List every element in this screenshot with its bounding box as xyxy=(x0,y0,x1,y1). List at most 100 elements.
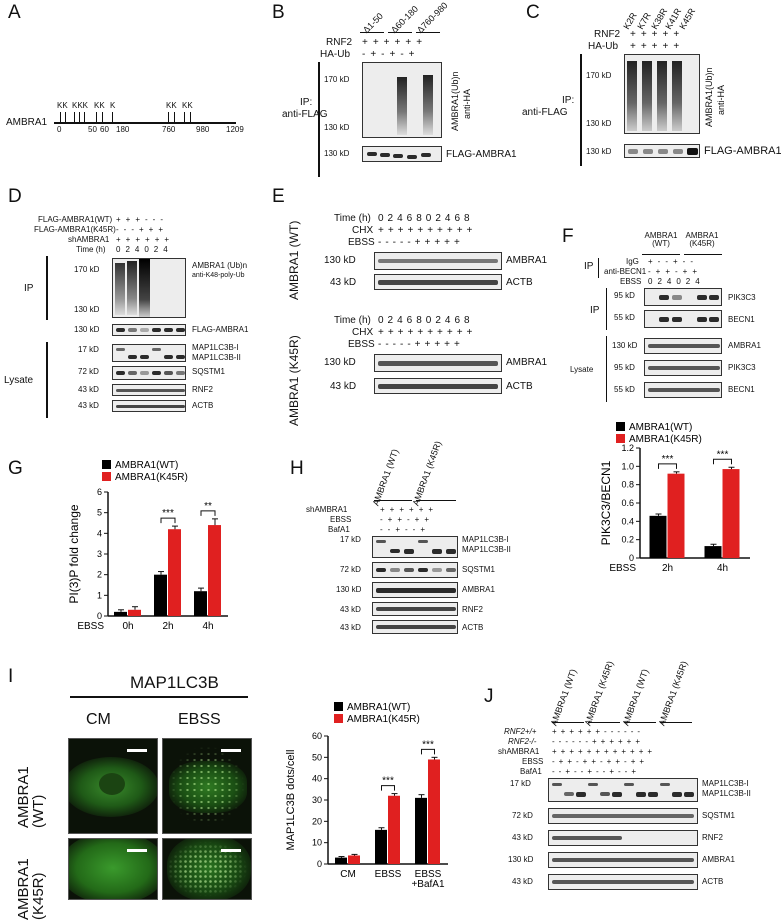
marker: 43 kD xyxy=(340,623,361,632)
panel-b-letter: B xyxy=(272,2,285,23)
bar xyxy=(649,515,667,558)
panel-e-letter: E xyxy=(272,186,285,207)
panel-i-letter: I xyxy=(8,666,14,687)
k-group: KK xyxy=(57,101,68,110)
sig-bracket xyxy=(658,463,677,469)
y-tick-label: 0.8 xyxy=(621,480,634,490)
panel-j: AMBRA1 (WT) AMBRA1 (K45R) AMBRA1 (WT) AM… xyxy=(470,660,781,903)
blot-label: SQSTM1 xyxy=(702,811,735,820)
x-prefix-label: EBSS xyxy=(77,621,104,632)
ambra1-k45r-blot xyxy=(374,354,502,372)
marker: 55 kD xyxy=(614,313,635,322)
actb-k45r-blot xyxy=(374,378,502,394)
row-label: CHX xyxy=(352,327,374,338)
bar xyxy=(348,855,360,864)
bar xyxy=(428,759,440,864)
row-signs: 0246802468 xyxy=(378,315,474,326)
bar xyxy=(704,546,722,558)
row-label: IgG xyxy=(626,257,639,266)
marker: 43 kD xyxy=(512,833,533,842)
actb-blot xyxy=(112,400,186,412)
panel-j-letter: J xyxy=(484,686,494,707)
ip-antibody: anti-FLAG xyxy=(522,107,568,118)
marker: 43 kD xyxy=(340,605,361,614)
sig-bracket xyxy=(421,748,435,755)
marker: 43 kD xyxy=(78,385,99,394)
x-tick-label: CM xyxy=(340,869,356,880)
blot-label: SQSTM1 xyxy=(192,367,225,376)
bar xyxy=(194,591,207,616)
blot-label: RNF2 xyxy=(192,385,213,394)
blot-label: MAP1LC3B-I xyxy=(702,779,749,788)
x-tick-label: 4h xyxy=(202,621,213,632)
y-axis-label: PI(3)P fold change xyxy=(67,504,81,604)
marker: 170 kD xyxy=(74,265,100,274)
y-tick-label: 60 xyxy=(312,731,322,741)
marker: 17 kD xyxy=(78,345,99,354)
x-tick-label: +BafA1 xyxy=(411,879,445,890)
x-prefix-label: EBSS xyxy=(609,563,636,574)
row-label: anti-BECN1 xyxy=(604,267,647,276)
blot-label: AMBRA1 xyxy=(728,341,761,350)
k-group: KK xyxy=(182,101,193,110)
sqstm1-blot xyxy=(548,808,698,824)
row-label: AMBRA1 (WT) xyxy=(15,766,47,828)
blot-label: ACTB xyxy=(192,401,214,410)
actb-blot xyxy=(372,620,458,634)
legend-label: AMBRA1(WT) xyxy=(347,702,410,713)
row-signs: ++++++------ xyxy=(552,727,645,736)
actb-blot xyxy=(548,874,698,890)
legend-swatch xyxy=(616,434,625,443)
row-label: EBSS xyxy=(348,339,375,350)
marker: 43 kD xyxy=(512,877,533,886)
row-signs: +++--- xyxy=(116,215,169,224)
blot-label: FLAG-AMBRA1 xyxy=(446,149,517,160)
row-signs: ++++++++++ xyxy=(378,327,477,338)
sig-label: ** xyxy=(204,501,212,512)
ip-section-label: IP xyxy=(590,305,600,316)
marker: 130 kD xyxy=(324,149,350,158)
legend-label: AMBRA1(K45R) xyxy=(115,472,188,483)
lysate-section-label: Lysate xyxy=(570,365,594,374)
blot-label: RNF2 xyxy=(462,605,483,614)
blot-label: AMBRA1 xyxy=(702,855,735,864)
blot-label: PIK3C3 xyxy=(728,293,756,302)
site-label: 760 xyxy=(162,125,176,134)
side-label: AMBRA1 (K45R) xyxy=(287,335,301,426)
y-tick-label: 10 xyxy=(312,838,322,848)
blot-label: AMBRA1 xyxy=(506,357,548,368)
lc3-blot xyxy=(372,536,458,558)
marker: 130 kD xyxy=(586,147,612,156)
right-label: AMBRA1(Ub)n xyxy=(450,71,460,131)
y-tick-label: 30 xyxy=(312,795,322,805)
x-tick-label: EBSS xyxy=(375,869,402,880)
marker: 43 kD xyxy=(78,401,99,410)
row-label: AMBRA1 (K45R) xyxy=(15,858,47,920)
blot-label: AMBRA1 xyxy=(506,255,548,266)
panel-f-letter: F xyxy=(562,226,574,247)
bar xyxy=(208,525,221,616)
y-tick-label: 2 xyxy=(97,570,102,580)
blot-label: BECN1 xyxy=(728,385,755,394)
k-group: KKK xyxy=(72,101,89,110)
row-label: EBSS xyxy=(620,277,642,286)
legend-label: AMBRA1(WT) xyxy=(629,422,692,433)
legend-swatch xyxy=(616,422,625,431)
bar xyxy=(154,574,167,616)
marker: 43 kD xyxy=(330,381,357,392)
y-axis-label: MAP1LC3B dots/cell xyxy=(285,750,297,851)
marker: 72 kD xyxy=(78,367,99,376)
row-label: EBSS xyxy=(330,515,352,524)
site-label: 60 xyxy=(100,125,109,134)
row-signs: ---+++ xyxy=(116,225,169,234)
sig-bracket xyxy=(200,510,216,516)
panel-h: AMBRA1 (WT) AMBRA1 (K45R) shAMBRA1 +++++… xyxy=(300,440,570,656)
row-label: BafA1 xyxy=(328,525,350,534)
right-label: AMBRA1 (Ub)n xyxy=(192,261,248,270)
row-label: CHX xyxy=(352,225,374,236)
flag-blot xyxy=(624,144,700,158)
ambra1-wt-blot xyxy=(374,252,502,270)
protein-label: AMBRA1 xyxy=(6,117,48,128)
ub-blot xyxy=(362,62,442,138)
row-label: RNF2-/- xyxy=(508,737,537,746)
